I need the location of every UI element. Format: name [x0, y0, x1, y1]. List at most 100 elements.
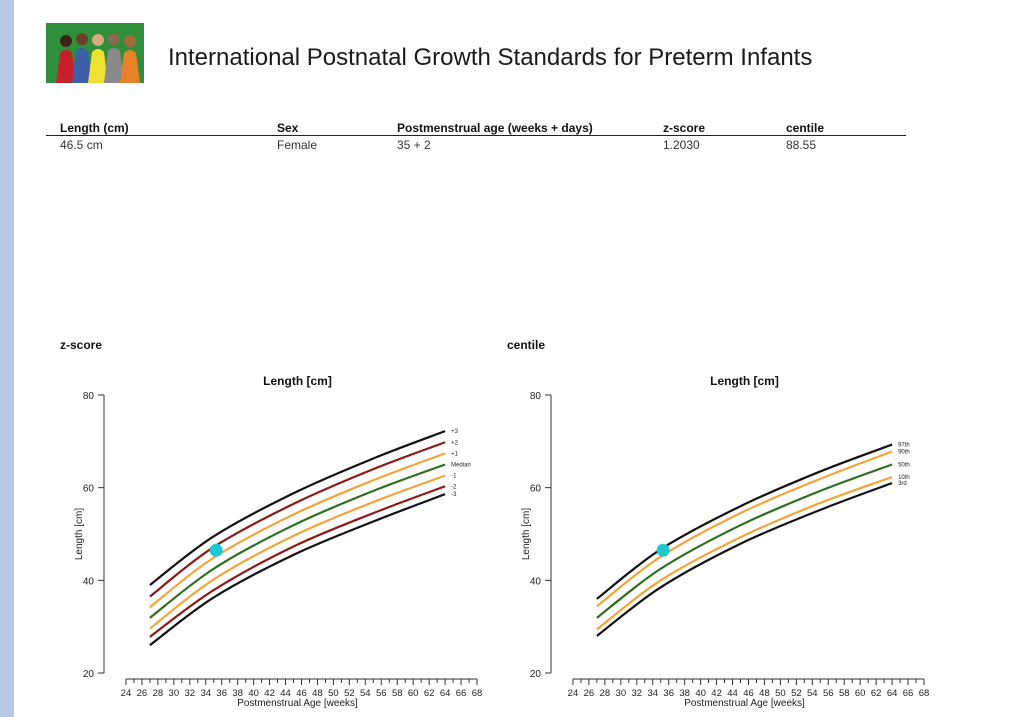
zscore-x-tick-label: 48: [312, 688, 323, 699]
zscore-patient-point: [209, 543, 223, 557]
zscore-x-tick-label: 52: [344, 688, 355, 699]
zscore-series-line: [149, 452, 446, 609]
age-header: Postmenstrual age (weeks + days): [397, 121, 593, 135]
zscore-series-label: -3: [451, 492, 457, 498]
centile-y-tick-label: 20: [530, 669, 542, 680]
zscore-x-tick-label: 56: [376, 688, 387, 699]
zscore-series-label: +1: [451, 451, 459, 457]
centile-y-tick-label: 40: [530, 576, 542, 587]
centile-x-tick-label: 46: [743, 688, 754, 699]
centile-x-tick-label: 60: [855, 688, 866, 699]
centile-series-line: [596, 482, 893, 637]
table-divider: [46, 135, 906, 136]
zscore-x-axis-label: Postmenstrual Age [weeks]: [237, 698, 358, 709]
length-value: 46.5 cm: [60, 138, 103, 152]
centile-series-label: 97th: [898, 443, 910, 449]
centile-x-tick-label: 62: [871, 688, 882, 699]
zscore-header: z-score: [663, 121, 706, 135]
zscore-x-tick-label: 44: [280, 688, 291, 699]
zscore-series-line: [149, 430, 446, 586]
report-page: [14, 0, 1009, 717]
zscore-y-tick-label: 40: [83, 576, 95, 587]
centile-x-tick-label: 24: [568, 688, 579, 699]
zscore-y-tick-label: 60: [83, 484, 95, 495]
zscore-x-tick-label: 66: [456, 688, 467, 699]
zscore-series-line: [149, 441, 446, 598]
centile-patient-point: [656, 543, 670, 557]
centile-x-tick-label: 28: [600, 688, 611, 699]
centile-x-tick-label: 44: [727, 688, 738, 699]
centile-y-tick-label: 80: [530, 391, 542, 402]
zscore-series-label: -2: [451, 484, 457, 490]
sex-header: Sex: [277, 121, 299, 135]
zscore-y-tick-label: 80: [83, 391, 95, 402]
zscore-x-tick-label: 24: [121, 688, 132, 699]
age-value: 35 + 2: [397, 138, 431, 152]
centile-series-line: [596, 443, 893, 600]
centile-x-axis-label: Postmenstrual Age [weeks]: [684, 698, 805, 709]
zscore-x-tick-label: 30: [169, 688, 180, 699]
centile-y-tick-label: 60: [530, 484, 542, 495]
zscore-y-tick-label: 20: [83, 669, 95, 680]
zscore-x-tick-label: 36: [216, 688, 227, 699]
zscore-x-tick-label: 32: [184, 688, 195, 699]
centile-series-label: 50th: [898, 463, 910, 469]
zscore-series-label: +3: [451, 429, 459, 435]
zscore-series-label: +2: [451, 440, 459, 446]
centile-series-line: [596, 463, 893, 619]
zscore-x-tick-label: 40: [248, 688, 259, 699]
zscore-series-label: Median: [451, 463, 471, 469]
zscore-x-tick-label: 26: [137, 688, 148, 699]
centile-x-tick-label: 50: [775, 688, 786, 699]
centile-series-label: 10th: [898, 475, 910, 481]
zscore-x-tick-label: 38: [232, 688, 243, 699]
centile-x-tick-label: 48: [759, 688, 770, 699]
zscore-x-tick-label: 50: [328, 688, 339, 699]
centile-value: 88.55: [786, 138, 817, 152]
zscore-x-tick-label: 58: [392, 688, 403, 699]
centile-x-tick-label: 64: [887, 688, 898, 699]
centile-chart: Length [cm] 20 40 60 80 24 26 28 30 32 34 36 38 40 42 4…: [521, 374, 930, 709]
centile-x-tick-label: 32: [631, 688, 642, 699]
centile-x-tick-label: 30: [616, 688, 627, 699]
page-title: International Postnatal Growth Standards…: [168, 44, 813, 71]
zscore-x-tick-label: 60: [408, 688, 419, 699]
centile-series-line: [596, 475, 893, 631]
centile-series-label: 3rd: [898, 481, 907, 487]
zscore-series-line: [149, 463, 446, 619]
centile-chart-title: Length [cm]: [710, 374, 779, 388]
centile-x-tick-label: 68: [919, 688, 930, 699]
zscore-x-tick-label: 42: [264, 688, 275, 699]
centile-x-tick-label: 42: [711, 688, 722, 699]
centile-series-line: [596, 450, 893, 608]
zscore-series-line: [149, 493, 446, 647]
zscore-y-axis-label: Length [cm]: [74, 508, 85, 560]
sex-value: Female: [277, 138, 318, 152]
zscore-value: 1.2030: [663, 138, 700, 152]
centile-x-tick-label: 56: [823, 688, 834, 699]
centile-x-tick-label: 38: [679, 688, 690, 699]
zscore-x-tick-label: 54: [360, 688, 371, 699]
zscore-series-label: -1: [451, 474, 457, 480]
centile-x-tick-label: 58: [839, 688, 850, 699]
zscore-x-tick-label: 28: [153, 688, 164, 699]
centile-section-label: centile: [507, 338, 546, 352]
zscore-chart: Length [cm] 20 40 60 80 24 26 28 30 32 34 36 38 40 42 4…: [74, 374, 483, 709]
length-header: Length (cm): [60, 121, 129, 135]
centile-x-tick-label: 40: [695, 688, 706, 699]
zscore-x-tick-label: 62: [424, 688, 435, 699]
zscore-x-tick-label: 64: [440, 688, 451, 699]
centile-x-tick-label: 26: [584, 688, 595, 699]
zscore-section-label: z-score: [60, 338, 103, 352]
zscore-x-tick-label: 68: [472, 688, 483, 699]
zscore-chart-title: Length [cm]: [263, 374, 332, 388]
centile-x-tick-label: 36: [663, 688, 674, 699]
centile-x-tick-label: 52: [791, 688, 802, 699]
centile-series-label: 90th: [898, 450, 910, 456]
zscore-series-line: [149, 485, 446, 638]
logo-image: [46, 23, 144, 83]
zscore-x-tick-label: 34: [200, 688, 211, 699]
zscore-x-tick-label: 46: [296, 688, 307, 699]
centile-x-tick-label: 54: [807, 688, 818, 699]
centile-header: centile: [786, 121, 825, 135]
